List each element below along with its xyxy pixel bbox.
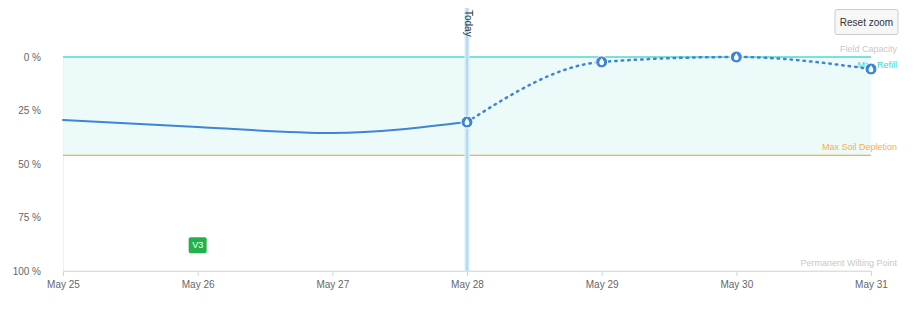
marker-circle	[596, 56, 608, 68]
x-tick-mark	[602, 271, 603, 276]
today-line	[467, 8, 468, 271]
x-tick-label: May 29	[586, 279, 619, 290]
stage-badge-box	[189, 237, 207, 253]
x-tick-label: May 31	[855, 279, 888, 290]
button-label[interactable]: Reset zoom	[840, 17, 893, 28]
marker-drop	[599, 58, 604, 65]
marker-circle	[730, 51, 742, 63]
y-tick-label: 0 %	[24, 52, 41, 63]
x-tick: May 31	[855, 271, 888, 290]
x-tick-label: May 25	[47, 279, 80, 290]
x-tick-label: May 27	[316, 279, 349, 290]
y-tick: 0 %	[24, 52, 63, 63]
x-tick: May 29	[586, 271, 619, 290]
y-tick: 25 %	[18, 105, 63, 116]
marker-circle	[865, 63, 877, 75]
x-tick-mark	[198, 271, 199, 276]
marker-drop	[869, 65, 874, 72]
x-tick-mark	[332, 271, 333, 276]
x-tick-mark	[63, 271, 64, 276]
y-tick: 100 %	[13, 266, 63, 277]
stage-badge-label: V3	[192, 240, 203, 250]
y-axis: 0 % 25 % 50 % 75 % 100 %	[13, 52, 64, 277]
x-tick: May 28	[451, 271, 484, 290]
x-tick-label: May 28	[451, 279, 484, 290]
point-marker	[730, 51, 742, 63]
x-tick-label: May 26	[182, 279, 215, 290]
reference-label: Field Capacity	[840, 44, 898, 54]
marker-drop	[465, 118, 470, 125]
y-tick-label: 100 %	[13, 266, 41, 277]
x-tick: May 26	[182, 271, 215, 290]
series-line	[467, 57, 871, 122]
reset-zoom-button[interactable]: Reset zoom	[835, 10, 898, 35]
today-band	[465, 8, 470, 271]
point-marker	[461, 116, 473, 128]
y-tick: 75 %	[18, 212, 63, 223]
y-tick-label: 50 %	[18, 159, 41, 170]
x-tick: May 27	[316, 271, 349, 290]
reference-label: Max Soil Depletion	[822, 142, 897, 152]
x-tick-mark	[871, 271, 872, 276]
y-axis-line	[63, 58, 64, 272]
x-tick-label: May 30	[720, 279, 753, 290]
stage-badge: V3	[189, 237, 207, 253]
series-line	[63, 120, 467, 133]
today-label: Today	[463, 10, 474, 37]
x-tick-mark	[467, 271, 468, 276]
point-marker	[865, 63, 877, 75]
point-marker	[596, 56, 608, 68]
chart: 0 %25 %50 %75 %100 %May 25May 26May 27Ma…	[0, 0, 918, 309]
x-tick: May 30	[720, 271, 753, 290]
y-tick: 50 %	[18, 159, 63, 170]
marker-circle	[461, 116, 473, 128]
y-tick-label: 75 %	[18, 212, 41, 223]
y-tick-label: 25 %	[18, 105, 41, 116]
plot-area	[63, 51, 877, 133]
button-box[interactable]	[835, 10, 898, 35]
marker-drop	[734, 53, 739, 60]
reference-label: Permanent Wilting Point	[800, 258, 897, 268]
x-tick: May 25	[47, 271, 80, 290]
x-axis: May 25 May 26 May 27 May 28 May 29 May 30 May …	[47, 271, 888, 290]
x-tick-mark	[736, 271, 737, 276]
x-axis-line	[64, 272, 872, 277]
